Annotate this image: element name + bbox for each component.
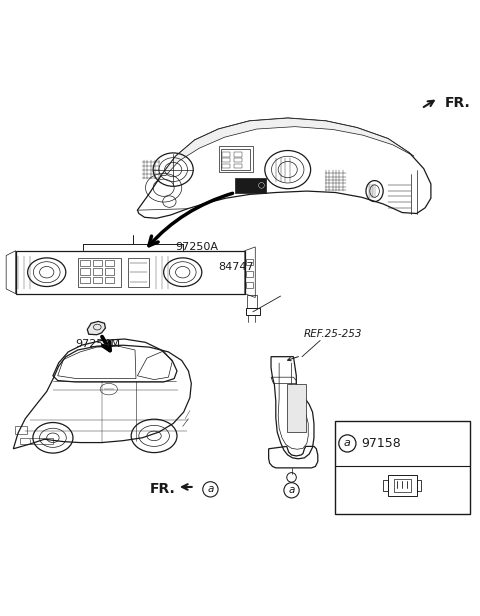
- Bar: [80, 277, 90, 283]
- Bar: [246, 308, 260, 315]
- Bar: [246, 282, 253, 288]
- Text: FR.: FR.: [150, 482, 176, 496]
- Text: a: a: [344, 439, 351, 448]
- Text: a: a: [207, 484, 214, 495]
- Bar: [93, 260, 102, 266]
- Text: 97254M: 97254M: [75, 339, 120, 349]
- Text: 97158: 97158: [362, 437, 401, 450]
- Bar: [246, 259, 253, 265]
- Polygon shape: [87, 322, 106, 334]
- Bar: [246, 271, 253, 277]
- Bar: [105, 260, 115, 266]
- Bar: [287, 384, 306, 432]
- Bar: [16, 251, 245, 294]
- Bar: [80, 269, 90, 275]
- Bar: [247, 294, 257, 308]
- Bar: [388, 475, 417, 496]
- Bar: [221, 148, 251, 169]
- Text: 97250A: 97250A: [176, 241, 218, 252]
- Bar: [234, 164, 242, 168]
- Bar: [93, 269, 102, 275]
- Bar: [78, 258, 120, 286]
- Polygon shape: [161, 118, 414, 176]
- Bar: [93, 277, 102, 283]
- Bar: [105, 277, 115, 283]
- Bar: [222, 152, 230, 156]
- Text: 84747: 84747: [218, 262, 254, 272]
- Bar: [218, 146, 253, 172]
- Bar: [15, 426, 27, 434]
- Bar: [80, 260, 90, 266]
- Bar: [235, 178, 266, 193]
- Bar: [21, 438, 53, 444]
- Text: FR.: FR.: [445, 96, 471, 110]
- Bar: [336, 421, 470, 514]
- Bar: [417, 480, 421, 491]
- Bar: [234, 152, 242, 156]
- Bar: [222, 158, 230, 163]
- Bar: [222, 164, 230, 168]
- Bar: [394, 479, 411, 492]
- Bar: [128, 258, 149, 286]
- Text: REF.25-253: REF.25-253: [304, 329, 362, 339]
- Text: a: a: [288, 485, 295, 495]
- Bar: [383, 480, 388, 491]
- Bar: [105, 269, 115, 275]
- Bar: [234, 158, 242, 163]
